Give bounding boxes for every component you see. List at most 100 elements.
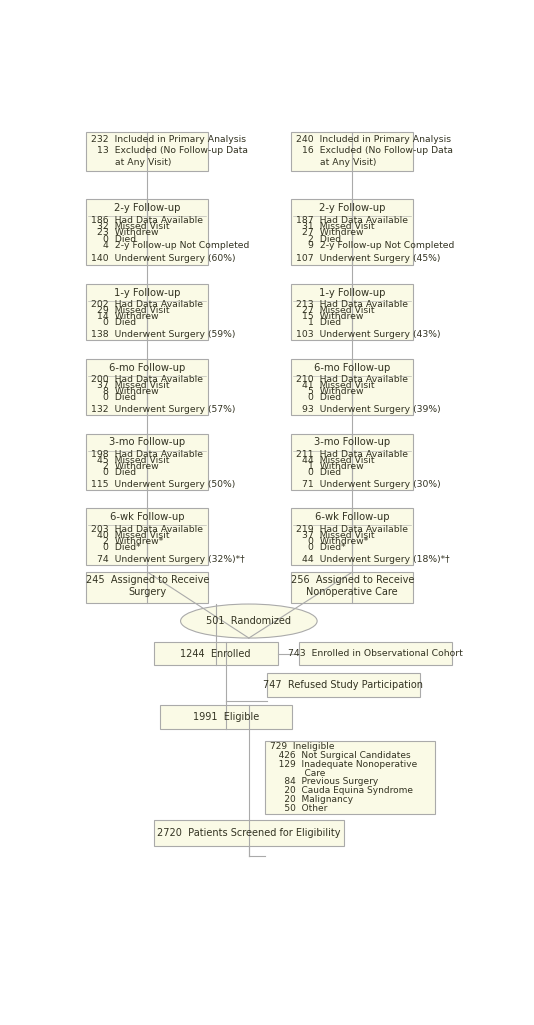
Text: 14  Withdrew: 14 Withdrew	[91, 313, 159, 321]
Text: 8  Withdrew: 8 Withdrew	[91, 387, 159, 396]
Text: 2-y Follow-up: 2-y Follow-up	[319, 203, 386, 213]
Text: 1991  Eligible: 1991 Eligible	[193, 712, 259, 722]
FancyBboxPatch shape	[87, 132, 208, 171]
FancyBboxPatch shape	[87, 572, 208, 604]
Text: 6-mo Follow-up: 6-mo Follow-up	[314, 363, 390, 373]
Text: 198  Had Data Available: 198 Had Data Available	[91, 450, 203, 459]
FancyBboxPatch shape	[291, 572, 413, 604]
FancyBboxPatch shape	[291, 284, 413, 340]
Text: 2  Withdrew: 2 Withdrew	[91, 462, 159, 470]
Text: 1244  Enrolled: 1244 Enrolled	[180, 649, 251, 659]
Text: 211  Had Data Available: 211 Had Data Available	[296, 450, 408, 459]
Text: 202  Had Data Available: 202 Had Data Available	[91, 300, 203, 310]
FancyBboxPatch shape	[87, 434, 208, 490]
Text: 20  Cauda Equina Syndrome: 20 Cauda Equina Syndrome	[270, 786, 413, 795]
Text: 44  Missed Visit: 44 Missed Visit	[296, 456, 375, 464]
FancyBboxPatch shape	[265, 741, 435, 814]
FancyBboxPatch shape	[87, 359, 208, 415]
Text: Surgery: Surgery	[128, 587, 167, 598]
FancyBboxPatch shape	[266, 673, 420, 697]
Text: 40  Missed Visit: 40 Missed Visit	[91, 531, 170, 539]
Text: 0  Died: 0 Died	[296, 467, 341, 477]
Text: 71  Underwent Surgery (30%): 71 Underwent Surgery (30%)	[296, 480, 441, 489]
Text: 15  Withdrew: 15 Withdrew	[296, 313, 364, 321]
Text: 426  Not Surgical Candidates: 426 Not Surgical Candidates	[270, 751, 410, 760]
Text: 232  Included in Primary Analysis: 232 Included in Primary Analysis	[91, 134, 247, 144]
FancyBboxPatch shape	[291, 132, 413, 171]
Text: 2720  Patients Screened for Eligibility: 2720 Patients Screened for Eligibility	[157, 827, 341, 837]
Text: 187  Had Data Available: 187 Had Data Available	[296, 215, 408, 224]
Text: 2  Died: 2 Died	[296, 235, 341, 244]
Text: 107  Underwent Surgery (45%): 107 Underwent Surgery (45%)	[296, 254, 441, 263]
FancyBboxPatch shape	[291, 359, 413, 415]
FancyBboxPatch shape	[87, 284, 208, 340]
FancyBboxPatch shape	[154, 642, 278, 665]
Text: 5  Withdrew: 5 Withdrew	[296, 387, 364, 396]
Text: 0  Died: 0 Died	[91, 235, 137, 244]
Text: 0  Died: 0 Died	[91, 393, 137, 402]
Text: 743  Enrolled in Observational Cohort: 743 Enrolled in Observational Cohort	[288, 649, 462, 658]
Text: 210  Had Data Available: 210 Had Data Available	[296, 375, 408, 384]
Text: at Any Visit): at Any Visit)	[296, 159, 376, 167]
Text: 203  Had Data Available: 203 Had Data Available	[91, 525, 203, 534]
Text: 27  Missed Visit: 27 Missed Visit	[296, 306, 375, 315]
FancyBboxPatch shape	[291, 199, 413, 264]
Text: 2  Withdrew*: 2 Withdrew*	[91, 537, 163, 545]
FancyBboxPatch shape	[160, 705, 292, 729]
Text: 0  Died: 0 Died	[296, 393, 341, 402]
Text: 9  2-y Follow-up Not Completed: 9 2-y Follow-up Not Completed	[296, 241, 454, 250]
FancyBboxPatch shape	[299, 642, 452, 665]
Text: 16  Excluded (No Follow-up Data: 16 Excluded (No Follow-up Data	[296, 147, 453, 156]
Text: 747  Refused Study Participation: 747 Refused Study Participation	[263, 680, 423, 690]
Text: 2-y Follow-up: 2-y Follow-up	[114, 203, 180, 213]
Text: 103  Underwent Surgery (43%): 103 Underwent Surgery (43%)	[296, 330, 441, 339]
Text: 240  Included in Primary Analysis: 240 Included in Primary Analysis	[296, 134, 451, 144]
Text: 6-wk Follow-up: 6-wk Follow-up	[315, 512, 390, 523]
Text: 41  Missed Visit: 41 Missed Visit	[296, 381, 375, 390]
Text: 1  Withdrew: 1 Withdrew	[296, 462, 364, 470]
Text: 50  Other: 50 Other	[270, 804, 327, 813]
Text: 501  Randomized: 501 Randomized	[206, 616, 292, 626]
Text: 140  Underwent Surgery (60%): 140 Underwent Surgery (60%)	[91, 254, 236, 263]
FancyBboxPatch shape	[87, 508, 208, 565]
FancyBboxPatch shape	[87, 199, 208, 264]
Text: 6-mo Follow-up: 6-mo Follow-up	[109, 363, 186, 373]
Text: 138  Underwent Surgery (59%): 138 Underwent Surgery (59%)	[91, 330, 235, 339]
Text: 37  Missed Visit: 37 Missed Visit	[296, 531, 375, 539]
Text: Care: Care	[270, 769, 325, 778]
Text: 219  Had Data Available: 219 Had Data Available	[296, 525, 408, 534]
Text: 1-y Follow-up: 1-y Follow-up	[114, 288, 180, 297]
Text: 0  Withdrew*: 0 Withdrew*	[296, 537, 368, 545]
Text: 0  Died: 0 Died	[91, 467, 137, 477]
Ellipse shape	[180, 604, 317, 638]
Text: 20  Malignancy: 20 Malignancy	[270, 795, 352, 805]
Text: 27  Withdrew: 27 Withdrew	[296, 229, 364, 238]
Text: 200  Had Data Available: 200 Had Data Available	[91, 375, 203, 384]
Text: 23  Withdrew: 23 Withdrew	[91, 229, 159, 238]
Text: 3-mo Follow-up: 3-mo Follow-up	[109, 438, 185, 448]
FancyBboxPatch shape	[154, 820, 344, 846]
Text: Nonoperative Care: Nonoperative Care	[307, 587, 398, 598]
Text: 32  Missed Visit: 32 Missed Visit	[91, 222, 170, 231]
Text: 93  Underwent Surgery (39%): 93 Underwent Surgery (39%)	[296, 405, 441, 414]
Text: 129  Inadequate Nonoperative: 129 Inadequate Nonoperative	[270, 760, 417, 769]
Text: 1-y Follow-up: 1-y Follow-up	[319, 288, 386, 297]
Text: 729  Ineligible: 729 Ineligible	[270, 742, 334, 751]
Text: 13  Excluded (No Follow-up Data: 13 Excluded (No Follow-up Data	[91, 147, 248, 156]
Text: 186  Had Data Available: 186 Had Data Available	[91, 215, 203, 224]
Text: 4  2-y Follow-up Not Completed: 4 2-y Follow-up Not Completed	[91, 241, 250, 250]
Text: 213  Had Data Available: 213 Had Data Available	[296, 300, 408, 310]
Text: 45  Missed Visit: 45 Missed Visit	[91, 456, 170, 464]
FancyBboxPatch shape	[291, 508, 413, 565]
Text: 29  Missed Visit: 29 Missed Visit	[91, 306, 170, 315]
Text: 256  Assigned to Receive: 256 Assigned to Receive	[290, 575, 414, 585]
Text: 0  Died*: 0 Died*	[296, 542, 346, 551]
Text: 1  Died: 1 Died	[296, 318, 341, 327]
Text: at Any Visit): at Any Visit)	[91, 159, 172, 167]
Text: 245  Assigned to Receive: 245 Assigned to Receive	[86, 575, 209, 585]
Text: 6-wk Follow-up: 6-wk Follow-up	[110, 512, 185, 523]
Text: 44  Underwent Surgery (18%)*†: 44 Underwent Surgery (18%)*†	[296, 555, 450, 564]
Text: 37  Missed Visit: 37 Missed Visit	[91, 381, 170, 390]
Text: 132  Underwent Surgery (57%): 132 Underwent Surgery (57%)	[91, 405, 235, 414]
Text: 0  Died: 0 Died	[91, 318, 137, 327]
